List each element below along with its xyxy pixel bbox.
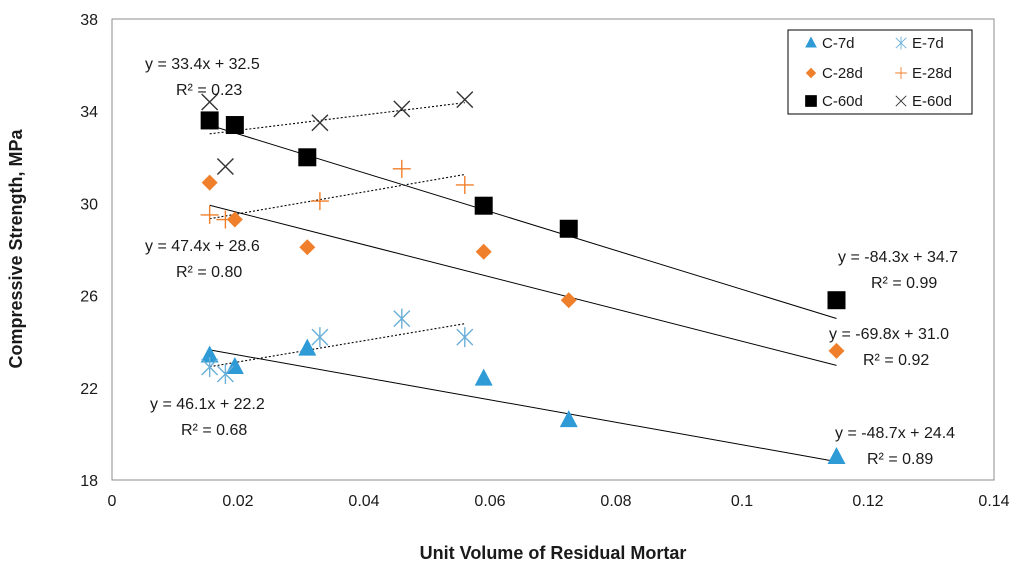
data-point-e-28d [310, 192, 329, 211]
data-point-c-60d [827, 291, 846, 310]
plot-area-border [111, 18, 995, 481]
x-tick-label: 0.1 [731, 493, 753, 510]
data-point-c-28d [299, 239, 316, 256]
x-tick-label: 0.08 [600, 493, 631, 510]
legend-label-e60d: E-60d [912, 93, 952, 110]
y-tick-label: 26 [80, 289, 98, 306]
data-point-c-28d [226, 211, 243, 228]
data-point-e-60d [393, 100, 411, 118]
y-axis-title: Compressive Strength, MPa [6, 128, 26, 368]
data-point-e-28d [392, 159, 411, 178]
x-tick-label: 0 [108, 493, 117, 510]
x-tick-label: 0.04 [348, 493, 379, 510]
x-tick-label: 0.12 [852, 493, 883, 510]
annotation-c7-r2: R² = 0.89 [867, 451, 933, 468]
y-tick-label: 34 [80, 104, 98, 121]
legend-marker-e-28d [895, 67, 907, 79]
data-point-c-60d [559, 219, 578, 238]
legend-marker-c-60d [805, 95, 817, 107]
data-point-e-7d [311, 327, 329, 348]
legend-label-c28d: C-28d [822, 65, 863, 82]
data-point-c-7d [559, 410, 578, 428]
x-tick-label: 0.02 [222, 493, 253, 510]
legend-box [787, 29, 973, 115]
legend-marker-e-60d [895, 95, 907, 107]
legend-marker-e-7d [895, 36, 907, 50]
x-tick-label: 0.14 [978, 493, 1009, 510]
data-point-e-60d [311, 114, 329, 132]
legend-marker-c-7d [805, 36, 817, 48]
data-point-c-7d [474, 368, 493, 386]
annotation-c7-equation: y = -48.7x + 24.4 [835, 425, 955, 442]
data-point-c-7d [200, 345, 219, 363]
axis-ticks: 0 0.02 0.04 0.06 0.08 0.1 0.12 0.14 18 22 26 30 34 38 [80, 12, 1009, 510]
y-tick-label: 18 [80, 473, 98, 490]
annotation-c28-equation: y = -69.8x + 31.0 [829, 326, 949, 343]
data-point-c-7d [298, 338, 317, 356]
y-tick-label: 38 [80, 12, 98, 29]
data-point-c-60d [225, 116, 244, 135]
data-point-e-7d [201, 357, 219, 378]
legend-marker-c-28d [805, 67, 817, 79]
annotation-c60-r2: R² = 0.99 [871, 275, 937, 292]
trendline-e-28d [209, 173, 465, 220]
legend-markers [805, 36, 907, 107]
trendline-c-7d [209, 349, 837, 463]
data-point-c-28d [828, 342, 845, 359]
y-tick-label: 30 [80, 196, 98, 213]
data-point-e-60d [216, 158, 234, 176]
data-point-c-7d [827, 446, 846, 464]
x-axis-title: Unit Volume of Residual Mortar [420, 543, 687, 563]
trendline-e-7d [209, 323, 465, 368]
data-point-c-60d [200, 111, 219, 130]
data-point-c-60d [474, 196, 493, 215]
y-tick-label: 22 [80, 381, 98, 398]
data-point-c-60d [298, 148, 317, 167]
legend-label-e7d: E-7d [912, 35, 944, 52]
data-point-e-7d [216, 363, 234, 384]
trendline-c-28d [209, 204, 837, 366]
data-point-e-28d [455, 175, 474, 194]
data-point-e-7d [456, 327, 474, 348]
legend-label-c7d: C-7d [822, 35, 855, 52]
annotation-e28-equation: y = 47.4x + 28.6 [145, 238, 260, 255]
data-markers [200, 91, 846, 464]
annotation-e7-r2: R² = 0.68 [181, 422, 247, 439]
legend-label-c60d: C-60d [822, 93, 863, 110]
legend-label-e28d: E-28d [912, 65, 952, 82]
trendline-e-60d [209, 102, 465, 135]
data-point-e-28d [200, 205, 219, 224]
data-point-e-28d [216, 210, 235, 229]
data-point-e-60d [201, 93, 219, 111]
data-point-e-60d [456, 91, 474, 109]
annotation-c28-r2: R² = 0.92 [863, 352, 929, 369]
legend: C-7d E-7d C-28d E-28d C-60d E-60d [787, 29, 973, 115]
data-point-c-28d [560, 292, 577, 309]
data-point-c-28d [475, 243, 492, 260]
x-tick-label: 0.06 [474, 493, 505, 510]
data-point-e-7d [393, 308, 411, 329]
annotation-e60-r2: R² = 0.23 [176, 82, 242, 99]
annotation-e7-equation: y = 46.1x + 22.2 [150, 396, 265, 413]
annotation-e60-equation: y = 33.4x + 32.5 [145, 56, 260, 73]
annotation-c60-equation: y = -84.3x + 34.7 [838, 249, 958, 266]
annotation-e28-r2: R² = 0.80 [176, 264, 242, 281]
data-point-c-28d [201, 174, 218, 191]
